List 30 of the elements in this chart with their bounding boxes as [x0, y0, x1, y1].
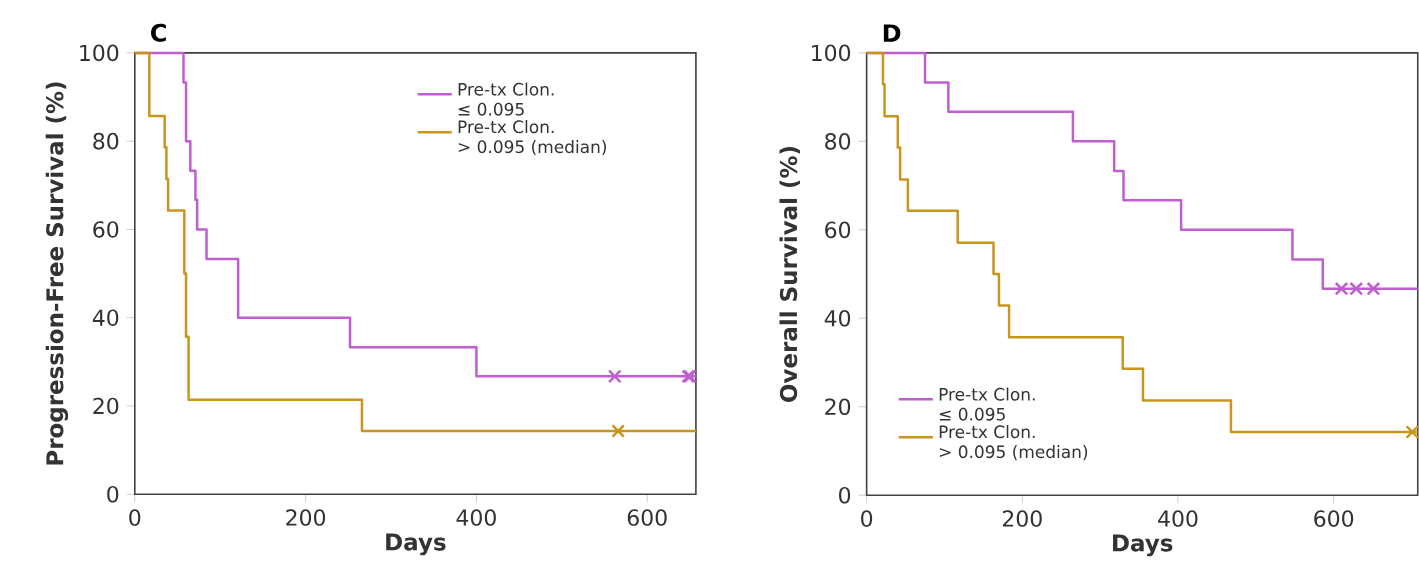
chart-title: C — [151, 23, 166, 42]
y-tick-label: 60 — [93, 221, 119, 238]
y-tick-label: 80 — [93, 132, 119, 150]
y-tick-label: 0 — [839, 486, 851, 504]
y-tick-label: 80 — [825, 133, 851, 150]
legend-label: Pre-tx Clon. ≤ 0.095 — [458, 82, 554, 116]
y-tick-label: 60 — [825, 221, 851, 239]
x-tick-label: 200 — [286, 509, 326, 526]
x-axis-title: Days — [1113, 534, 1173, 557]
y-tick-label: 40 — [824, 309, 851, 327]
x-tick-label: 0 — [861, 510, 873, 527]
y-tick-label: 100 — [80, 44, 119, 62]
y-tick-label: 20 — [825, 398, 851, 416]
x-tick-label: 400 — [456, 509, 496, 526]
y-tick-label: 20 — [93, 397, 119, 415]
legend-label: Pre-tx Clon. > 0.095 (median) — [939, 425, 1088, 461]
legend-label: Pre-tx Clon. > 0.095 (median) — [458, 119, 607, 156]
x-tick-label: 0 — [129, 509, 141, 526]
y-tick-label: 0 — [107, 485, 119, 503]
x-tick-label: 400 — [1158, 510, 1198, 527]
legend-label: Pre-tx Clon. ≤ 0.095 — [939, 387, 1035, 421]
x-axis-title: Days — [386, 533, 446, 556]
x-tick-label: 600 — [627, 509, 667, 526]
x-tick-label: 200 — [1002, 510, 1042, 527]
chart-title: D — [883, 24, 901, 42]
x-tick-label: 600 — [1314, 510, 1354, 527]
y-tick-label: 40 — [92, 309, 119, 326]
y-axis-title: Progression-Free Survival (%) — [45, 82, 69, 465]
y-axis-title: Overall Survival (%) — [779, 146, 800, 402]
y-tick-label: 100 — [812, 44, 851, 62]
